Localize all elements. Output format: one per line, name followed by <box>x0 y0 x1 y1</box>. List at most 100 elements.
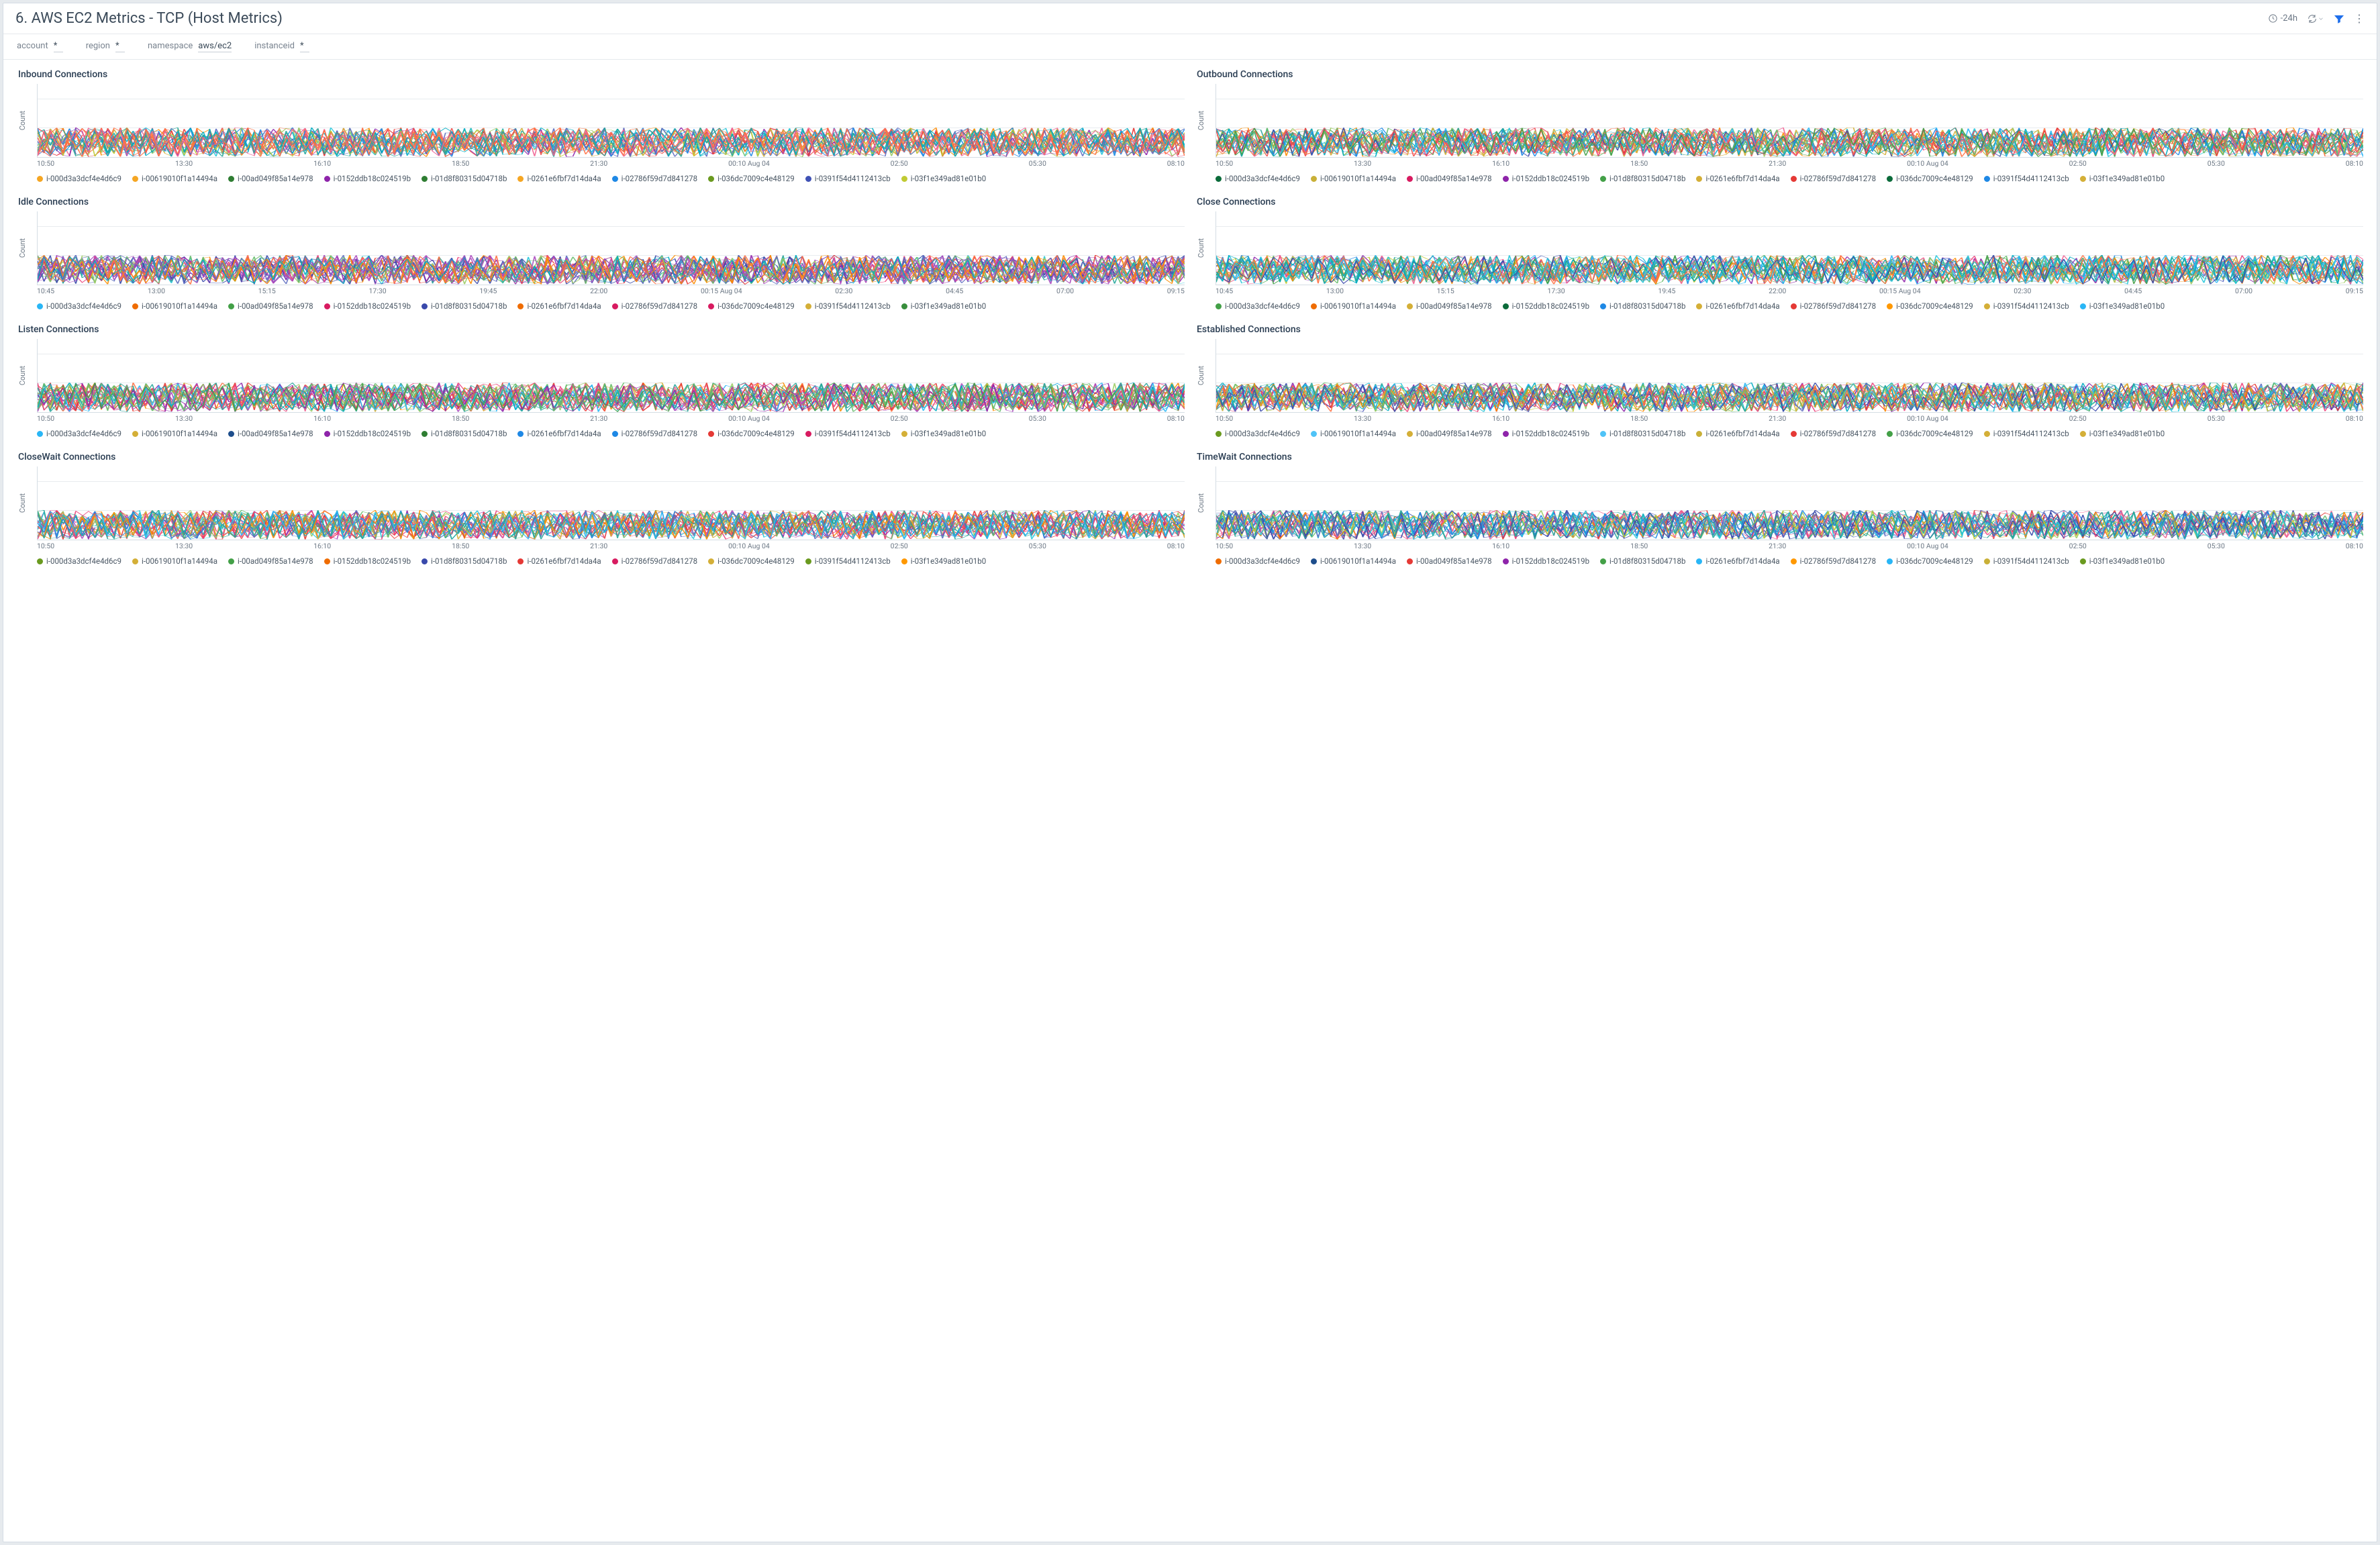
legend-item[interactable]: i-0261e6fbf7d14da4a <box>517 429 601 438</box>
legend-item[interactable]: i-01d8f80315d04718b <box>1600 174 1685 183</box>
legend-item[interactable]: i-000d3a3dcf4e4d6c9 <box>1216 301 1300 311</box>
legend-item[interactable]: i-0261e6fbf7d14da4a <box>1696 429 1779 438</box>
legend-item[interactable]: i-03f1e349ad81e01b0 <box>2080 556 2165 566</box>
legend-item[interactable]: i-03f1e349ad81e01b0 <box>2080 301 2165 311</box>
legend-item[interactable]: i-00619010f1a14494a <box>1311 429 1396 438</box>
chart[interactable]: Count0204010:5013:3016:1018:5021:3000:10… <box>1195 84 2363 170</box>
filter-region[interactable]: region * <box>86 41 125 52</box>
legend-swatch <box>1887 431 1893 437</box>
legend-item[interactable]: i-03f1e349ad81e01b0 <box>901 429 986 438</box>
legend-item[interactable]: i-02786f59d7d841278 <box>1791 301 1876 311</box>
legend-item[interactable]: i-0261e6fbf7d14da4a <box>1696 174 1779 183</box>
legend-item[interactable]: i-00ad049f85a14e978 <box>1407 301 1492 311</box>
legend-item[interactable]: i-000d3a3dcf4e4d6c9 <box>1216 174 1300 183</box>
chart[interactable]: Count0204010:5013:3016:1018:5021:3000:10… <box>17 84 1185 170</box>
legend-item[interactable]: i-00ad049f85a14e978 <box>1407 174 1492 183</box>
legend-item[interactable]: i-0152ddb18c024519b <box>324 174 411 183</box>
legend-item[interactable]: i-000d3a3dcf4e4d6c9 <box>1216 556 1300 566</box>
legend-item[interactable]: i-01d8f80315d04718b <box>1600 556 1685 566</box>
legend-item[interactable]: i-03f1e349ad81e01b0 <box>901 174 986 183</box>
legend-item[interactable]: i-0391f54d4112413cb <box>805 301 891 311</box>
legend-item[interactable]: i-036dc7009c4e48129 <box>1887 429 1973 438</box>
legend-item[interactable]: i-036dc7009c4e48129 <box>708 301 795 311</box>
legend-item[interactable]: i-03f1e349ad81e01b0 <box>2080 429 2165 438</box>
legend-item[interactable]: i-000d3a3dcf4e4d6c9 <box>37 556 121 566</box>
legend-item[interactable]: i-0391f54d4112413cb <box>805 429 891 438</box>
legend-item[interactable]: i-00ad049f85a14e978 <box>1407 429 1492 438</box>
legend-label: i-00619010f1a14494a <box>142 301 217 311</box>
legend-item[interactable]: i-0391f54d4112413cb <box>1984 556 2069 566</box>
legend-item[interactable]: i-036dc7009c4e48129 <box>708 429 795 438</box>
legend-item[interactable]: i-0152ddb18c024519b <box>324 556 411 566</box>
legend-item[interactable]: i-02786f59d7d841278 <box>612 556 697 566</box>
legend-item[interactable]: i-0152ddb18c024519b <box>1503 556 1589 566</box>
legend-item[interactable]: i-0261e6fbf7d14da4a <box>1696 301 1779 311</box>
legend-item[interactable]: i-00ad049f85a14e978 <box>228 174 313 183</box>
chart[interactable]: Count0204010:5013:3016:1018:5021:3000:10… <box>17 466 1185 552</box>
chart-panel: Idle ConnectionsCount0204010:4513:0015:1… <box>11 191 1190 319</box>
legend-item[interactable]: i-036dc7009c4e48129 <box>1887 174 1973 183</box>
chart[interactable]: Count0204010:5013:3016:1018:5021:3000:10… <box>17 339 1185 425</box>
legend-item[interactable]: i-000d3a3dcf4e4d6c9 <box>37 429 121 438</box>
legend-item[interactable]: i-01d8f80315d04718b <box>1600 301 1685 311</box>
legend-item[interactable]: i-0152ddb18c024519b <box>1503 301 1589 311</box>
legend-item[interactable]: i-000d3a3dcf4e4d6c9 <box>37 174 121 183</box>
legend-item[interactable]: i-01d8f80315d04718b <box>422 174 507 183</box>
legend-item[interactable]: i-0261e6fbf7d14da4a <box>517 174 601 183</box>
time-range-picker[interactable]: -24h <box>2268 13 2297 23</box>
legend-item[interactable]: i-036dc7009c4e48129 <box>708 174 795 183</box>
legend-item[interactable]: i-00619010f1a14494a <box>132 301 217 311</box>
legend-item[interactable]: i-01d8f80315d04718b <box>422 556 507 566</box>
legend-item[interactable]: i-02786f59d7d841278 <box>1791 556 1876 566</box>
x-tick: 00:10 Aug 04 <box>728 159 770 170</box>
legend-item[interactable]: i-00619010f1a14494a <box>1311 301 1396 311</box>
filter-account[interactable]: account * <box>17 41 63 52</box>
chart[interactable]: Count0204010:5013:3016:1018:5021:3000:10… <box>1195 339 2363 425</box>
legend-item[interactable]: i-0391f54d4112413cb <box>805 174 891 183</box>
legend-item[interactable]: i-0261e6fbf7d14da4a <box>1696 556 1779 566</box>
legend-item[interactable]: i-0152ddb18c024519b <box>1503 429 1589 438</box>
legend-item[interactable]: i-036dc7009c4e48129 <box>708 556 795 566</box>
chart[interactable]: Count0204010:4513:0015:1517:3019:4522:00… <box>1195 211 2363 297</box>
legend-item[interactable]: i-01d8f80315d04718b <box>422 429 507 438</box>
legend-item[interactable]: i-02786f59d7d841278 <box>612 429 697 438</box>
legend-item[interactable]: i-02786f59d7d841278 <box>1791 174 1876 183</box>
legend-item[interactable]: i-00ad049f85a14e978 <box>1407 556 1492 566</box>
legend-item[interactable]: i-0152ddb18c024519b <box>324 429 411 438</box>
legend-item[interactable]: i-01d8f80315d04718b <box>1600 429 1685 438</box>
legend-item[interactable]: i-02786f59d7d841278 <box>1791 429 1876 438</box>
legend-item[interactable]: i-0152ddb18c024519b <box>1503 174 1589 183</box>
filter-instanceid[interactable]: instanceid * <box>254 41 309 52</box>
legend-item[interactable]: i-0391f54d4112413cb <box>805 556 891 566</box>
legend-item[interactable]: i-036dc7009c4e48129 <box>1887 556 1973 566</box>
filter-namespace[interactable]: namespace aws/ec2 <box>148 41 232 52</box>
legend-item[interactable]: i-00ad049f85a14e978 <box>228 556 313 566</box>
legend-item[interactable]: i-00619010f1a14494a <box>1311 174 1396 183</box>
legend-item[interactable]: i-02786f59d7d841278 <box>612 301 697 311</box>
legend-item[interactable]: i-03f1e349ad81e01b0 <box>901 301 986 311</box>
kebab-menu[interactable]: ⋮ <box>2354 13 2365 24</box>
chart[interactable]: Count0204010:5013:3016:1018:5021:3000:10… <box>1195 466 2363 552</box>
legend-item[interactable]: i-0261e6fbf7d14da4a <box>517 301 601 311</box>
legend-item[interactable]: i-02786f59d7d841278 <box>612 174 697 183</box>
legend-item[interactable]: i-0261e6fbf7d14da4a <box>517 556 601 566</box>
legend-item[interactable]: i-00ad049f85a14e978 <box>228 301 313 311</box>
legend-item[interactable]: i-00619010f1a14494a <box>132 556 217 566</box>
refresh-button[interactable] <box>2307 13 2324 24</box>
legend-item[interactable]: i-01d8f80315d04718b <box>422 301 507 311</box>
chart[interactable]: Count0204010:4513:0015:1517:3019:4522:00… <box>17 211 1185 297</box>
legend-item[interactable]: i-00619010f1a14494a <box>132 429 217 438</box>
legend-item[interactable]: i-00ad049f85a14e978 <box>228 429 313 438</box>
legend-item[interactable]: i-0152ddb18c024519b <box>324 301 411 311</box>
legend-item[interactable]: i-0391f54d4112413cb <box>1984 174 2069 183</box>
legend-item[interactable]: i-000d3a3dcf4e4d6c9 <box>1216 429 1300 438</box>
legend-item[interactable]: i-03f1e349ad81e01b0 <box>2080 174 2165 183</box>
legend-item[interactable]: i-03f1e349ad81e01b0 <box>901 556 986 566</box>
legend-item[interactable]: i-0391f54d4112413cb <box>1984 429 2069 438</box>
legend-item[interactable]: i-036dc7009c4e48129 <box>1887 301 1973 311</box>
filter-button[interactable] <box>2334 13 2344 24</box>
legend-item[interactable]: i-0391f54d4112413cb <box>1984 301 2069 311</box>
legend-item[interactable]: i-000d3a3dcf4e4d6c9 <box>37 301 121 311</box>
legend-item[interactable]: i-00619010f1a14494a <box>132 174 217 183</box>
legend-item[interactable]: i-00619010f1a14494a <box>1311 556 1396 566</box>
